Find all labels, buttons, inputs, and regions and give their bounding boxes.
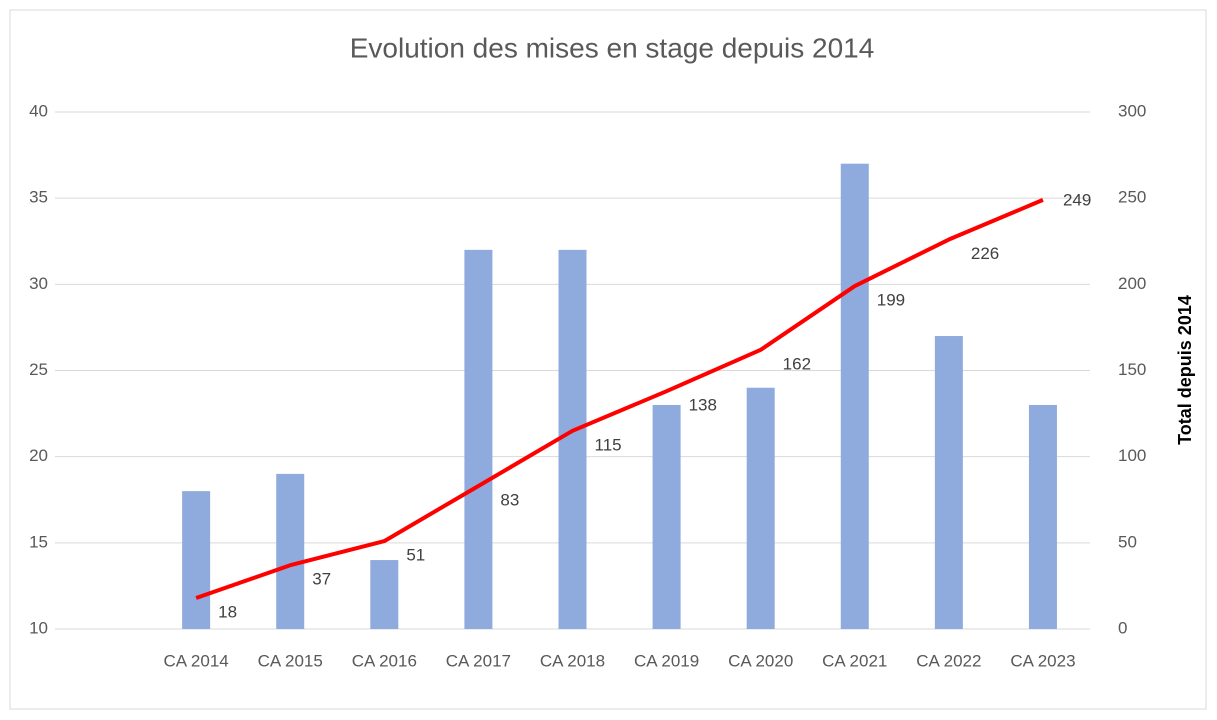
chart-title: Evolution des mises en stage depuis 2014	[350, 32, 875, 63]
y2-tick-label: 100	[1118, 446, 1146, 465]
data-label: 226	[971, 244, 999, 263]
x-tick-label: CA 2021	[822, 651, 887, 670]
data-label: 199	[877, 291, 905, 310]
x-tick-label: CA 2023	[1010, 651, 1075, 670]
bar	[840, 163, 869, 629]
y-tick-label: 30	[29, 274, 48, 293]
bar	[182, 491, 211, 629]
data-label: 162	[783, 354, 811, 373]
bar	[370, 560, 399, 629]
y2-tick-label: 150	[1118, 360, 1146, 379]
y2-tick-label: 0	[1118, 618, 1127, 637]
data-label: 249	[1063, 190, 1091, 209]
data-label: 83	[500, 490, 519, 509]
x-tick-label: CA 2018	[540, 651, 605, 670]
y-tick-label: 25	[29, 360, 48, 379]
y2-tick-label: 200	[1118, 274, 1146, 293]
y-tick-label: 40	[29, 101, 48, 120]
y-tick-label: 10	[29, 618, 48, 637]
bar	[1028, 404, 1057, 629]
y2-axis-title: Total depuis 2014	[1175, 295, 1195, 445]
y-tick-label: 15	[29, 532, 48, 551]
line	[195, 198, 1044, 600]
x-tick-label: CA 2019	[634, 651, 699, 670]
y2-tick-label: 300	[1118, 101, 1146, 120]
data-label: 115	[595, 435, 622, 454]
bar	[746, 387, 775, 629]
x-tick-label: CA 2015	[258, 651, 323, 670]
data-label: 138	[689, 396, 717, 415]
x-tick-label: CA 2020	[728, 651, 793, 670]
bar	[276, 473, 305, 629]
y-tick-label: 35	[29, 188, 48, 207]
x-tick-label: CA 2016	[352, 651, 417, 670]
bar	[934, 336, 963, 629]
x-tick-label: CA 2017	[446, 651, 511, 670]
bar	[464, 249, 493, 629]
data-label: 18	[218, 602, 237, 621]
y-tick-label: 20	[29, 446, 48, 465]
x-tick-label: CA 2014	[164, 651, 229, 670]
y2-tick-label: 250	[1118, 188, 1146, 207]
data-label: 51	[406, 546, 425, 565]
y2-tick-label: 50	[1118, 532, 1137, 551]
x-tick-label: CA 2022	[916, 651, 981, 670]
data-label: 37	[312, 570, 331, 589]
bar	[652, 404, 681, 629]
bar	[558, 249, 587, 629]
